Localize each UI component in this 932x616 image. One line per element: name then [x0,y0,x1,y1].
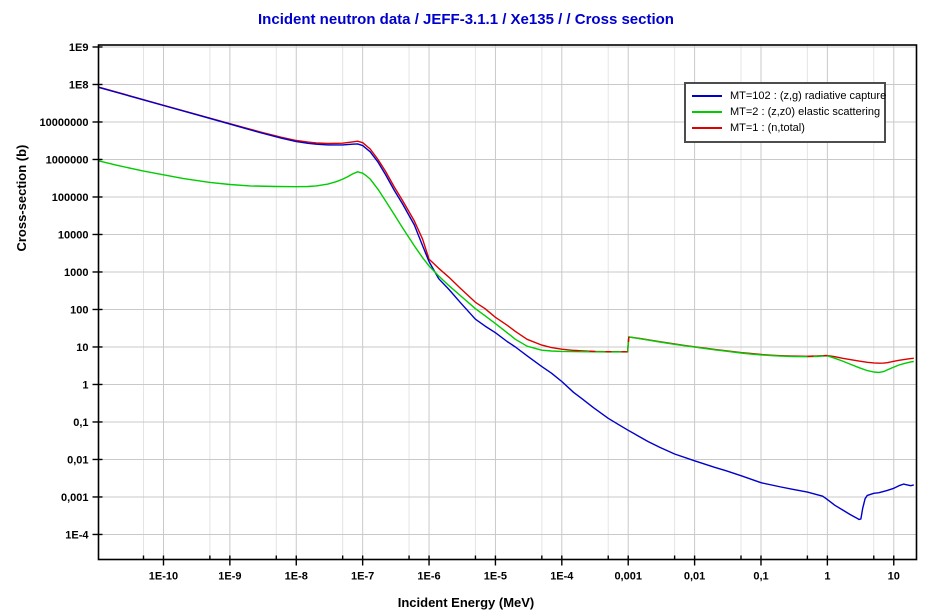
y-tick-label: 1E9 [69,42,89,54]
legend-entry: MT=102 : (z,g) radiative capture [692,88,886,104]
x-tick-label: 1E-10 [149,571,178,583]
y-tick-label: 0,1 [73,417,88,429]
x-tick-label: 0,001 [614,571,642,583]
series-line-total-dash-overlay [807,354,828,357]
x-axis-title: Incident Energy (MeV) [397,595,535,610]
legend-entry: MT=2 : (z,z0) elastic scattering [692,104,881,120]
y-tick-label: 0,001 [61,492,89,504]
y-tick-label: 1E8 [69,79,89,91]
x-tick-label: 1E-6 [417,571,440,583]
y-tick-label: 0,01 [67,454,88,466]
y-tick-label: 10 [76,342,88,354]
y-tick-label: 1E-4 [65,529,89,541]
legend-entry-label: MT=1 : (n,total) [730,122,805,134]
series-line-capture [98,86,914,521]
series-line-total-dash-overlay [573,336,630,353]
y-tick-label: 10000000 [40,117,89,129]
x-tick-label: 1E-8 [285,571,308,583]
y-tick-label: 1000000 [46,154,89,166]
axis-tick-labels: 1E-10 1E-9 1E-8 1E-7 1E-6 1E-5 1E-4 0,001 0,01 0,… [40,42,900,583]
legend-line-sample [692,95,722,97]
y-tick-label: 10000 [58,229,89,241]
y-tick-label: 100 [70,304,88,316]
series-line-elastic [98,160,914,374]
legend: MT=102 : (z,g) radiative capture MT=2 : (… [684,82,886,143]
legend-line-sample [692,111,722,113]
y-tick-label: 1000 [64,267,88,279]
y-axis-title: Cross-section (b) [14,144,29,252]
legend-line-sample [692,127,722,129]
x-tick-label: 1E-5 [484,571,507,583]
y-tick-label: 1 [82,379,88,391]
x-tick-label: 1E-9 [218,571,241,583]
x-tick-label: 1 [824,571,830,583]
legend-entry-label: MT=2 : (z,z0) elastic scattering [730,106,881,118]
x-tick-label: 10 [888,571,900,583]
axis-ticks [92,46,895,566]
plot-frame [97,44,918,561]
x-tick-label: 0,01 [684,571,705,583]
legend-entry: MT=1 : (n,total) [692,120,878,136]
x-tick-label: 0,1 [753,571,768,583]
x-tick-label: 1E-4 [550,571,574,583]
y-tick-label: 100000 [52,192,89,204]
x-tick-label: 1E-7 [351,571,374,583]
gridlines-major [98,45,917,560]
legend-entry-label: MT=102 : (z,g) radiative capture [730,90,887,102]
chart-title: Incident neutron data / JEFF-3.1.1 / Xe1… [258,11,674,28]
